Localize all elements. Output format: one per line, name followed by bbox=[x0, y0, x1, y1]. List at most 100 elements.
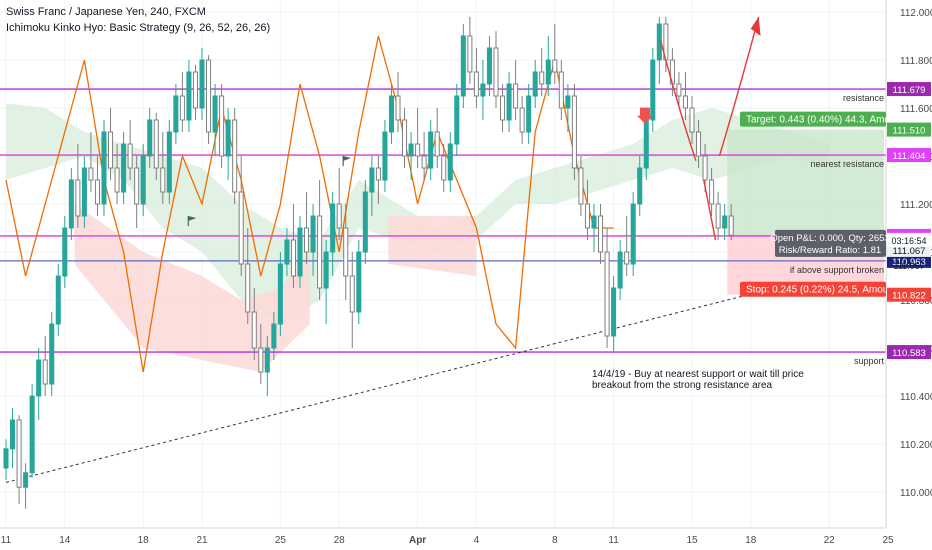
level-price-badge bbox=[887, 82, 931, 97]
candle bbox=[356, 240, 362, 324]
candle-body bbox=[134, 167, 140, 205]
candle-body bbox=[264, 347, 270, 373]
target-zone[interactable] bbox=[727, 129, 884, 236]
candle-body bbox=[500, 95, 506, 121]
time-axis[interactable]: 11 14 18 21 25 28 Apr 4 8 11 15 18 22 25 bbox=[1, 535, 894, 546]
time-tick-label: Apr bbox=[409, 535, 426, 546]
cloud-segment bbox=[6, 103, 46, 180]
pnl-text: Open P&L: 0.000, Qty: 2653 bbox=[770, 233, 889, 244]
annotation-line: breakout from the strong resistance area bbox=[592, 380, 773, 391]
candle bbox=[179, 72, 185, 132]
candle-body bbox=[591, 215, 597, 229]
candle bbox=[140, 144, 146, 216]
candle-body bbox=[637, 167, 643, 205]
candle bbox=[212, 84, 218, 156]
candle bbox=[722, 204, 728, 240]
candle bbox=[42, 336, 48, 396]
candle bbox=[68, 168, 74, 240]
candle bbox=[206, 55, 212, 144]
candle-body bbox=[362, 191, 368, 253]
cloud-segment bbox=[594, 144, 634, 192]
cloud-bearish-area bbox=[74, 204, 310, 372]
lagging-span-line bbox=[5, 35, 614, 373]
candle-body bbox=[245, 263, 251, 313]
candle-body bbox=[81, 167, 87, 217]
candle bbox=[310, 204, 316, 276]
candle bbox=[101, 120, 107, 216]
candle bbox=[467, 16, 473, 84]
candle bbox=[434, 108, 440, 168]
candle bbox=[611, 276, 617, 353]
support-trendline[interactable] bbox=[5, 291, 761, 483]
time-tick-label: 28 bbox=[334, 535, 346, 546]
candle-body bbox=[16, 419, 22, 488]
candle-body bbox=[571, 95, 577, 169]
level-price-text: 110.963 bbox=[892, 257, 926, 268]
candle bbox=[637, 156, 643, 216]
candle-body bbox=[160, 167, 166, 193]
candle-body bbox=[186, 71, 192, 121]
candle-body bbox=[454, 95, 460, 145]
level-name: nearest resistance bbox=[810, 159, 884, 169]
candle-body bbox=[127, 143, 133, 169]
candle bbox=[395, 72, 401, 132]
candle-body bbox=[238, 191, 244, 265]
candle-body bbox=[552, 59, 558, 73]
price-tick-label: 110.400 bbox=[900, 392, 932, 403]
time-tick-label: 11 bbox=[1, 535, 12, 546]
candle bbox=[121, 132, 127, 204]
time-tick-label: 18 bbox=[745, 535, 757, 546]
candle bbox=[23, 463, 29, 509]
time-tick-label: 11 bbox=[608, 535, 619, 546]
candle bbox=[192, 64, 198, 120]
candle-body bbox=[369, 167, 375, 193]
candle-body bbox=[532, 71, 538, 97]
candle-body bbox=[310, 215, 316, 253]
candle bbox=[682, 72, 688, 120]
candle bbox=[36, 348, 42, 420]
candle bbox=[532, 60, 538, 108]
cloud-segment bbox=[515, 168, 555, 204]
candle-body bbox=[68, 179, 74, 229]
price-tick-label: 110.000 bbox=[900, 488, 932, 499]
candle bbox=[375, 156, 381, 204]
candle bbox=[166, 120, 172, 204]
candle-body bbox=[297, 227, 303, 277]
candle-body bbox=[506, 83, 512, 121]
cloud-segment bbox=[476, 180, 516, 240]
candle bbox=[598, 204, 604, 264]
last-price-text: 111.067 bbox=[893, 261, 924, 271]
stop-label-box[interactable] bbox=[740, 281, 886, 297]
candle-body bbox=[682, 95, 688, 109]
candle-body bbox=[147, 119, 153, 157]
candle-body bbox=[330, 203, 336, 253]
candle-body bbox=[643, 119, 649, 169]
candle-body bbox=[23, 472, 29, 488]
candle-body bbox=[101, 131, 107, 205]
candle bbox=[199, 48, 205, 120]
candle bbox=[696, 120, 702, 168]
target-label-box[interactable] bbox=[740, 111, 886, 127]
candle-body bbox=[709, 179, 715, 205]
stop-price-badge bbox=[887, 287, 931, 302]
candle-body bbox=[696, 131, 702, 157]
candle bbox=[689, 96, 695, 144]
candle bbox=[232, 108, 238, 204]
candle-body bbox=[395, 95, 401, 121]
pnl-box[interactable] bbox=[775, 229, 886, 257]
candle bbox=[160, 132, 166, 204]
candle bbox=[336, 168, 342, 240]
candle-body bbox=[336, 203, 342, 229]
candle bbox=[715, 192, 721, 240]
candle bbox=[114, 144, 120, 204]
candle bbox=[526, 84, 532, 144]
level-name: if above support broken bbox=[790, 265, 884, 275]
time-axis-bg bbox=[0, 528, 932, 550]
candle bbox=[10, 408, 16, 468]
candle bbox=[219, 84, 225, 168]
target-price-badge bbox=[887, 122, 931, 137]
candle bbox=[650, 48, 656, 132]
candle bbox=[264, 336, 270, 396]
candle bbox=[454, 84, 460, 156]
